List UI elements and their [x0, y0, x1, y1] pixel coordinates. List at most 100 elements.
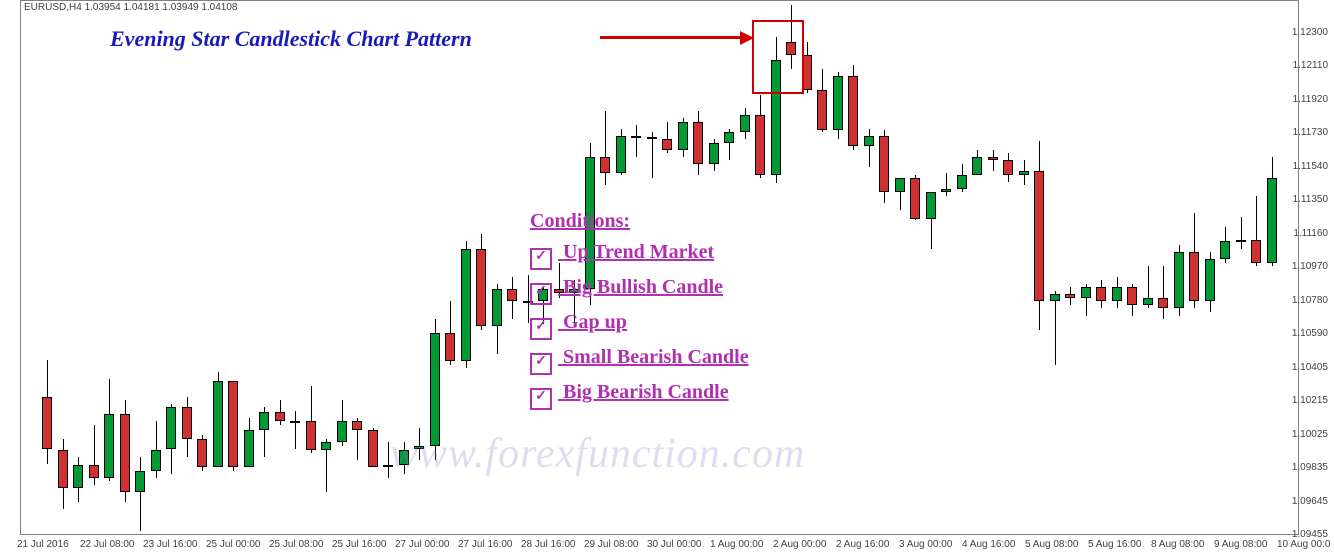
y-axis-label: 1.11920 — [1293, 95, 1328, 105]
candle-body — [197, 439, 207, 467]
candle-body — [1127, 287, 1137, 305]
candle-body — [755, 115, 765, 175]
condition-item: ✓ Big Bearish Candle — [530, 381, 749, 408]
candle-body — [1236, 240, 1246, 242]
candle-body — [1220, 241, 1230, 259]
candle-body — [1003, 160, 1013, 174]
candle-body — [1112, 287, 1122, 301]
candle-body — [321, 442, 331, 449]
condition-label: Big Bearish Candle — [558, 381, 729, 403]
y-axis-label: 1.10970 — [1292, 262, 1328, 272]
candle-body — [73, 465, 83, 488]
candle-wick — [295, 411, 296, 450]
candle-body — [507, 289, 517, 301]
arrow-line — [600, 36, 740, 39]
x-axis-label: 4 Aug 16:00 — [962, 539, 1015, 550]
x-axis-label: 2 Aug 00:00 — [773, 539, 826, 550]
y-axis-label: 1.10215 — [1292, 396, 1328, 406]
y-axis-label: 1.09835 — [1292, 463, 1328, 473]
candle-body — [244, 430, 254, 467]
candle-body — [1205, 259, 1215, 301]
x-axis: 21 Jul 201622 Jul 08:0023 Jul 16:0025 Ju… — [20, 535, 1280, 557]
candle-body — [461, 249, 471, 362]
candle-body — [662, 139, 672, 150]
candle-body — [848, 76, 858, 147]
candle-wick — [636, 125, 637, 157]
candle-body — [926, 192, 936, 218]
x-axis-label: 22 Jul 08:00 — [80, 539, 135, 550]
candle-body — [1267, 178, 1277, 263]
y-axis-label: 1.10780 — [1292, 296, 1328, 306]
candle-body — [1143, 298, 1153, 305]
candle-body — [42, 397, 52, 450]
candle-body — [1189, 252, 1199, 301]
x-axis-label: 29 Jul 08:00 — [584, 539, 639, 550]
y-axis-label: 1.10405 — [1292, 363, 1328, 373]
condition-item: ✓ Big Bullish Candle — [530, 276, 749, 303]
candle-body — [631, 136, 641, 138]
candle-body — [709, 143, 719, 164]
candle-wick — [993, 150, 994, 171]
candle-body — [833, 76, 843, 131]
candle-wick — [388, 442, 389, 477]
x-axis-label: 1 Aug 00:00 — [710, 539, 763, 550]
candle-body — [352, 421, 362, 430]
x-axis-label: 9 Aug 08:00 — [1214, 539, 1267, 550]
candle-body — [275, 412, 285, 421]
checkbox-icon: ✓ — [530, 248, 552, 270]
condition-item: ✓ Small Bearish Candle — [530, 346, 749, 373]
condition-label: Small Bearish Candle — [558, 346, 749, 368]
candle-body — [151, 450, 161, 471]
candle-body — [1096, 287, 1106, 301]
condition-item: ✓ Gap up — [530, 311, 749, 338]
candle-body — [120, 414, 130, 492]
condition-label: Gap up — [558, 311, 627, 333]
x-axis-label: 28 Jul 16:00 — [521, 539, 576, 550]
x-axis-label: 3 Aug 00:00 — [899, 539, 952, 550]
candle-body — [740, 115, 750, 133]
condition-label: Up Trend Market — [558, 241, 714, 263]
candle-body — [941, 189, 951, 193]
y-axis-label: 1.11350 — [1293, 195, 1328, 205]
candle-body — [678, 122, 688, 150]
candle-body — [492, 289, 502, 326]
candle-body — [135, 471, 145, 492]
y-axis-label: 1.11540 — [1293, 162, 1328, 172]
candle-wick — [605, 111, 606, 185]
candle-body — [895, 178, 905, 192]
candle-body — [368, 430, 378, 467]
candle-body — [1034, 171, 1044, 301]
candle-wick — [140, 457, 141, 531]
candle-body — [616, 136, 626, 173]
candle-body — [182, 407, 192, 439]
y-axis-label: 1.12110 — [1293, 61, 1328, 71]
y-axis-label: 1.11160 — [1293, 229, 1328, 239]
condition-item: ✓ Up Trend Market — [530, 241, 749, 268]
candle-body — [957, 175, 967, 189]
checkbox-icon: ✓ — [530, 388, 552, 410]
candle-body — [1050, 294, 1060, 301]
candle-body — [972, 157, 982, 175]
candle-body — [724, 132, 734, 143]
candle-body — [337, 421, 347, 442]
y-axis-label: 1.10590 — [1292, 329, 1328, 339]
candle-body — [988, 157, 998, 161]
watermark: www.forexfunction.com — [390, 430, 805, 478]
x-axis-label: 5 Aug 16:00 — [1088, 539, 1141, 550]
pattern-highlight-box — [752, 20, 804, 94]
conditions-header: Conditions: — [530, 210, 749, 233]
candle-body — [445, 333, 455, 361]
candle-body — [213, 381, 223, 467]
y-axis-label: 1.11730 — [1293, 128, 1328, 138]
candle-wick — [528, 275, 529, 323]
candle-body — [817, 90, 827, 131]
x-axis-label: 21 Jul 2016 — [17, 539, 69, 550]
candle-body — [476, 249, 486, 327]
x-axis-label: 2 Aug 16:00 — [836, 539, 889, 550]
conditions-panel: Conditions: ✓ Up Trend Market ✓ Big Bulli… — [530, 210, 749, 416]
y-axis-label: 1.10025 — [1292, 430, 1328, 440]
candle-body — [166, 407, 176, 449]
x-axis-label: 25 Jul 00:00 — [206, 539, 261, 550]
candle-wick — [1163, 266, 1164, 319]
candle-body — [1065, 294, 1075, 298]
